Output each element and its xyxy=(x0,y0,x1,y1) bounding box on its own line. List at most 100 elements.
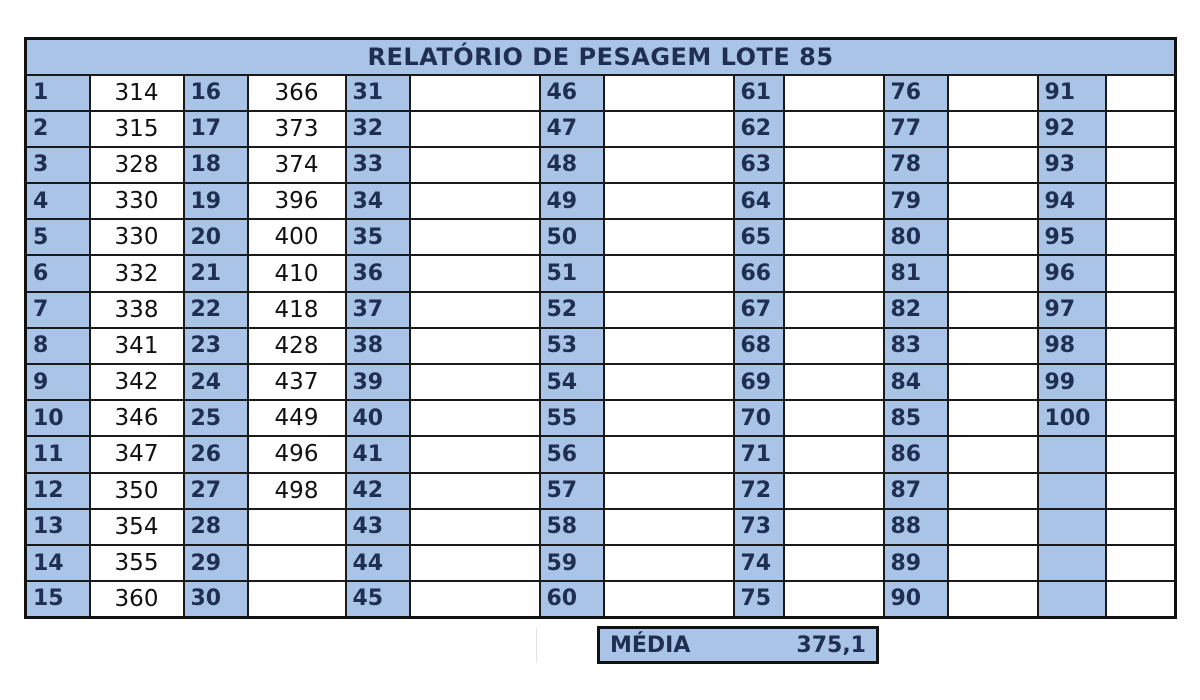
weight-value-cell: 437 xyxy=(246,362,347,402)
weight-value-cell xyxy=(946,145,1039,185)
row-number-cell: 47 xyxy=(538,109,605,148)
row-number-cell: 3 xyxy=(24,145,91,185)
weight-value-cell: 341 xyxy=(88,326,185,366)
table-row: 12 350 27 498 42 57 72 87 xyxy=(24,471,1177,510)
weight-value-cell xyxy=(946,507,1039,546)
row-number-cell: 1 xyxy=(24,73,91,112)
weight-value-cell xyxy=(946,73,1039,112)
row-number-cell xyxy=(1036,507,1107,546)
weight-value-cell xyxy=(408,507,541,546)
row-number-cell: 74 xyxy=(732,543,785,583)
weight-value-cell: 449 xyxy=(246,399,347,438)
weight-value-cell xyxy=(1104,109,1177,148)
row-number-cell: 90 xyxy=(882,580,949,619)
weight-value-cell xyxy=(946,254,1039,293)
weight-value-cell xyxy=(408,543,541,583)
weight-value-cell xyxy=(1104,290,1177,329)
weight-value-cell xyxy=(246,580,347,619)
row-number-cell: 88 xyxy=(882,507,949,546)
table-row: 6 332 21 410 36 51 66 81 96 xyxy=(24,254,1177,293)
row-number-cell: 61 xyxy=(732,73,785,112)
weight-value-cell: 418 xyxy=(246,290,347,329)
row-number-cell: 4 xyxy=(24,182,91,221)
row-number-cell: 26 xyxy=(182,435,249,474)
weight-value-cell xyxy=(408,109,541,148)
row-number-cell: 17 xyxy=(182,109,249,148)
weight-value-cell: 346 xyxy=(88,399,185,438)
row-number-cell: 78 xyxy=(882,145,949,185)
weight-value-cell xyxy=(1104,435,1177,474)
table-row: 1 314 16 366 31 46 61 76 91 xyxy=(24,73,1177,112)
weight-value-cell: 373 xyxy=(246,109,347,148)
weight-value-cell xyxy=(408,218,541,257)
table-row: 3 328 18 374 33 48 63 78 93 xyxy=(24,145,1177,185)
row-number-cell: 52 xyxy=(538,290,605,329)
row-number-cell: 100 xyxy=(1036,399,1107,438)
row-number-cell: 13 xyxy=(24,507,91,546)
row-number-cell: 76 xyxy=(882,73,949,112)
table-row: 7 338 22 418 37 52 67 82 97 xyxy=(24,290,1177,329)
row-number-cell: 82 xyxy=(882,290,949,329)
row-number-cell: 16 xyxy=(182,73,249,112)
row-number-cell: 10 xyxy=(24,399,91,438)
row-number-cell: 36 xyxy=(344,254,411,293)
row-number-cell: 24 xyxy=(182,362,249,402)
row-number-cell xyxy=(1036,435,1107,474)
row-number-cell: 72 xyxy=(732,471,785,510)
weight-value-cell xyxy=(946,399,1039,438)
weight-value-cell: 496 xyxy=(246,435,347,474)
row-number-cell: 56 xyxy=(538,435,605,474)
row-number-cell: 54 xyxy=(538,362,605,402)
row-number-cell: 51 xyxy=(538,254,605,293)
row-number-cell: 77 xyxy=(882,109,949,148)
weight-value-cell xyxy=(782,580,885,619)
row-number-cell: 92 xyxy=(1036,109,1107,148)
weight-value-cell xyxy=(1104,73,1177,112)
weight-value-cell xyxy=(408,399,541,438)
weights-grid: 1 314 16 366 31 46 61 76 91 2 315 17 373 32 47 62 77 92 3 3… xyxy=(24,73,1177,619)
weight-value-cell xyxy=(602,471,735,510)
weight-value-cell xyxy=(946,326,1039,366)
row-number-cell: 41 xyxy=(344,435,411,474)
weight-value-cell xyxy=(782,543,885,583)
row-number-cell: 2 xyxy=(24,109,91,148)
row-number-cell: 53 xyxy=(538,326,605,366)
row-number-cell xyxy=(1036,543,1107,583)
weight-value-cell: 400 xyxy=(246,218,347,257)
weight-value-cell xyxy=(946,290,1039,329)
weight-value-cell: 366 xyxy=(246,73,347,112)
row-number-cell: 65 xyxy=(732,218,785,257)
row-number-cell: 6 xyxy=(24,254,91,293)
row-number-cell: 32 xyxy=(344,109,411,148)
average-box: MÉDIA 375,1 xyxy=(597,626,879,664)
row-number-cell: 66 xyxy=(732,254,785,293)
faint-divider xyxy=(536,628,537,662)
weight-value-cell xyxy=(408,145,541,185)
row-number-cell: 15 xyxy=(24,580,91,619)
weight-value-cell xyxy=(602,507,735,546)
weight-value-cell xyxy=(1104,399,1177,438)
weight-value-cell xyxy=(782,73,885,112)
weight-value-cell xyxy=(1104,507,1177,546)
row-number-cell: 57 xyxy=(538,471,605,510)
weight-value-cell: 315 xyxy=(88,109,185,148)
weight-value-cell xyxy=(246,507,347,546)
weight-value-cell xyxy=(782,471,885,510)
row-number-cell: 8 xyxy=(24,326,91,366)
row-number-cell: 19 xyxy=(182,182,249,221)
row-number-cell: 45 xyxy=(344,580,411,619)
row-number-cell: 31 xyxy=(344,73,411,112)
row-number-cell xyxy=(1036,580,1107,619)
weight-value-cell xyxy=(602,145,735,185)
weight-value-cell: 350 xyxy=(88,471,185,510)
weight-value-cell xyxy=(782,109,885,148)
table-row: 15 360 30 45 60 75 90 xyxy=(24,580,1177,619)
row-number-cell: 50 xyxy=(538,218,605,257)
row-number-cell: 96 xyxy=(1036,254,1107,293)
row-number-cell: 37 xyxy=(344,290,411,329)
weight-value-cell xyxy=(782,290,885,329)
weight-value-cell xyxy=(1104,543,1177,583)
row-number-cell: 68 xyxy=(732,326,785,366)
row-number-cell: 27 xyxy=(182,471,249,510)
weight-value-cell xyxy=(1104,145,1177,185)
